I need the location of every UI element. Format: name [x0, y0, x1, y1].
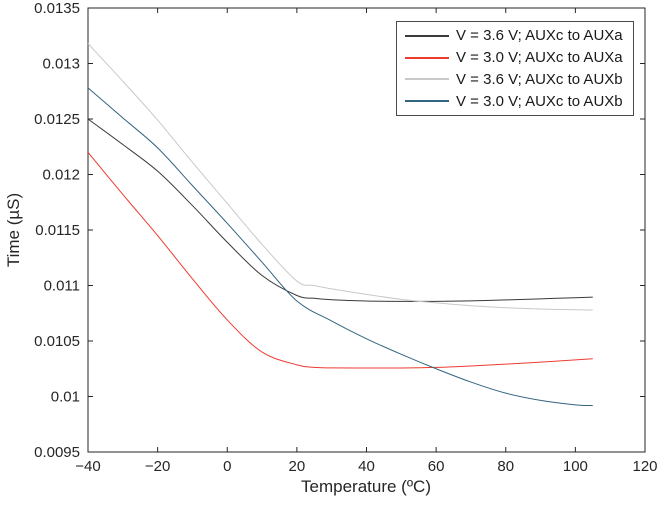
legend-line-sample [405, 56, 449, 59]
legend-item: V = 3.0 V; AUXc to AUXa [397, 47, 633, 68]
y-tick-label: 0.0125 [34, 111, 80, 128]
legend-item: V = 3.6 V; AUXc to AUXa [397, 25, 633, 46]
series-line-1 [87, 151, 593, 369]
legend: V = 3.6 V; AUXc to AUXa V = 3.0 V; AUXc t… [396, 21, 634, 116]
legend-item: V = 3.6 V; AUXc to AUXb [397, 69, 633, 90]
x-tick-label: 80 [497, 458, 514, 475]
x-tick-label: −40 [75, 458, 100, 475]
y-tick-label: 0.012 [42, 167, 80, 184]
legend-line-sample [405, 78, 449, 81]
y-ticks: 0.0095 0.01 0.0105 0.011 0.0115 0.012 0.0125 0.… [34, 0, 645, 461]
x-ticks: −40 −20 0 20 40 60 80 100 120 [75, 8, 658, 475]
x-tick-label: 60 [428, 458, 445, 475]
legend-line-sample [405, 100, 449, 103]
x-tick-label: 20 [289, 458, 306, 475]
series-line-2 [87, 43, 593, 311]
y-tick-label: 0.0095 [34, 444, 80, 461]
legend-item-label: V = 3.0 V; AUXc to AUXb [456, 92, 623, 110]
legend-line-sample [405, 34, 449, 37]
legend-item-label: V = 3.6 V; AUXc to AUXa [456, 27, 623, 45]
y-tick-label: 0.01 [51, 389, 80, 406]
series-lines [87, 43, 593, 407]
x-tick-label: 120 [632, 458, 657, 475]
x-tick-label: 40 [358, 458, 375, 475]
legend-item: V = 3.0 V; AUXc to AUXb [397, 91, 633, 112]
x-axis-label: Temperature (ºC) [301, 477, 431, 496]
y-tick-label: 0.013 [42, 56, 80, 73]
legend-item-label: V = 3.6 V; AUXc to AUXb [456, 70, 623, 88]
x-tick-label: 0 [223, 458, 231, 475]
x-tick-label: −20 [145, 458, 170, 475]
x-tick-label: 100 [563, 458, 588, 475]
y-axis-label: Time (µS) [4, 192, 23, 268]
y-tick-label: 0.0105 [34, 333, 80, 350]
y-tick-label: 0.011 [44, 278, 80, 295]
series-line-3 [87, 87, 593, 407]
series-line-0 [87, 118, 593, 302]
y-tick-label: 0.0115 [35, 222, 80, 239]
legend-item-label: V = 3.0 V; AUXc to AUXa [456, 49, 623, 67]
y-tick-label: 0.0135 [34, 0, 80, 17]
